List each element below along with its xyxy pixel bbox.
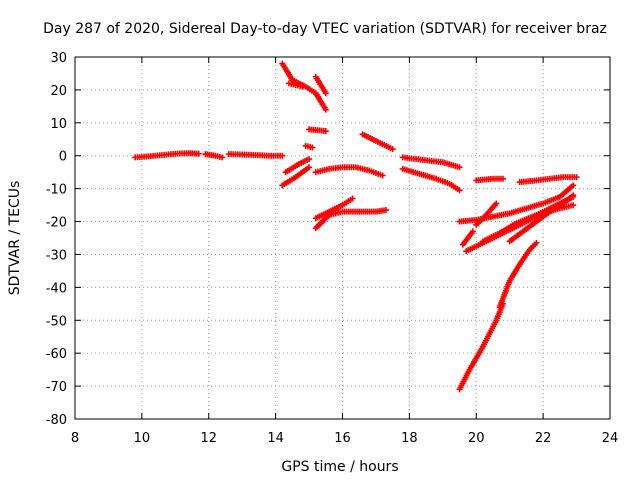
data-point	[309, 144, 316, 151]
data-series	[473, 200, 500, 228]
y-axis-label: SDTVAR / TECUs	[7, 181, 23, 296]
y-tick-label: 10	[50, 117, 67, 132]
data-point	[573, 174, 580, 181]
x-tick-label: 18	[401, 431, 418, 446]
grid-lines	[75, 57, 610, 419]
y-tick-label: -20	[46, 216, 67, 231]
y-tick-labels: -80 -70 -60 -50 -40 -30 -20 -10 0 10 20 30	[46, 51, 67, 428]
data-series	[312, 207, 389, 232]
data-point	[306, 156, 313, 163]
data-points	[132, 60, 580, 393]
data-point	[219, 154, 226, 161]
data-series	[399, 154, 463, 171]
x-tick-label: 12	[200, 431, 217, 446]
data-series	[506, 192, 577, 245]
data-point	[279, 152, 286, 159]
data-series	[496, 239, 540, 311]
data-point	[570, 202, 577, 209]
y-tick-label: -50	[46, 314, 67, 329]
data-point	[469, 228, 476, 235]
y-tick-label: 20	[50, 84, 67, 99]
y-tick-label: -30	[46, 248, 67, 263]
data-point	[195, 150, 202, 157]
data-series	[286, 80, 306, 90]
data-point	[456, 187, 463, 194]
data-series	[282, 156, 313, 176]
data-series	[312, 73, 329, 97]
data-point	[382, 207, 389, 214]
x-tick-labels: 8 10 12 14 16 18 20 22 24	[71, 431, 618, 446]
data-point	[322, 90, 329, 97]
data-series	[302, 142, 316, 151]
y-tick-label: -60	[46, 347, 67, 362]
data-series	[473, 175, 506, 184]
y-tick-label: 0	[59, 150, 67, 165]
data-point	[322, 128, 329, 135]
x-tick-label: 10	[134, 431, 151, 446]
data-series	[456, 182, 577, 225]
x-tick-label: 14	[267, 431, 284, 446]
data-series	[132, 150, 202, 161]
data-point	[493, 200, 500, 207]
data-series	[202, 151, 226, 161]
data-point	[322, 106, 329, 113]
y-tick-label: -70	[46, 380, 67, 395]
data-point	[349, 195, 356, 202]
axis-ticks	[74, 56, 611, 420]
data-series	[359, 131, 396, 153]
chart-title: Day 287 of 2020, Sidereal Day-to-day VTE…	[43, 21, 607, 37]
data-point	[570, 192, 577, 199]
x-axis-label: GPS time / hours	[281, 459, 398, 475]
data-point	[570, 182, 577, 189]
x-tick-label: 24	[602, 431, 619, 446]
y-tick-label: -10	[46, 183, 67, 198]
data-series	[516, 174, 580, 186]
data-series	[306, 126, 329, 135]
data-point	[299, 83, 306, 90]
data-point	[500, 175, 506, 182]
data-series	[399, 165, 463, 194]
data-series	[312, 164, 386, 179]
x-tick-label: 20	[468, 431, 485, 446]
y-tick-label: -40	[46, 281, 67, 296]
x-tick-label: 22	[535, 431, 552, 446]
data-series	[225, 151, 286, 159]
data-point	[456, 164, 463, 171]
data-series	[312, 195, 356, 222]
data-series	[459, 228, 476, 248]
x-tick-label: 8	[71, 431, 79, 446]
data-point	[306, 164, 313, 171]
data-point	[379, 172, 386, 179]
x-tick-label: 16	[334, 431, 351, 446]
data-point	[389, 146, 396, 153]
y-tick-label: -80	[46, 413, 67, 428]
data-series	[279, 164, 313, 189]
data-point	[533, 239, 540, 246]
y-tick-label: 30	[50, 51, 67, 66]
